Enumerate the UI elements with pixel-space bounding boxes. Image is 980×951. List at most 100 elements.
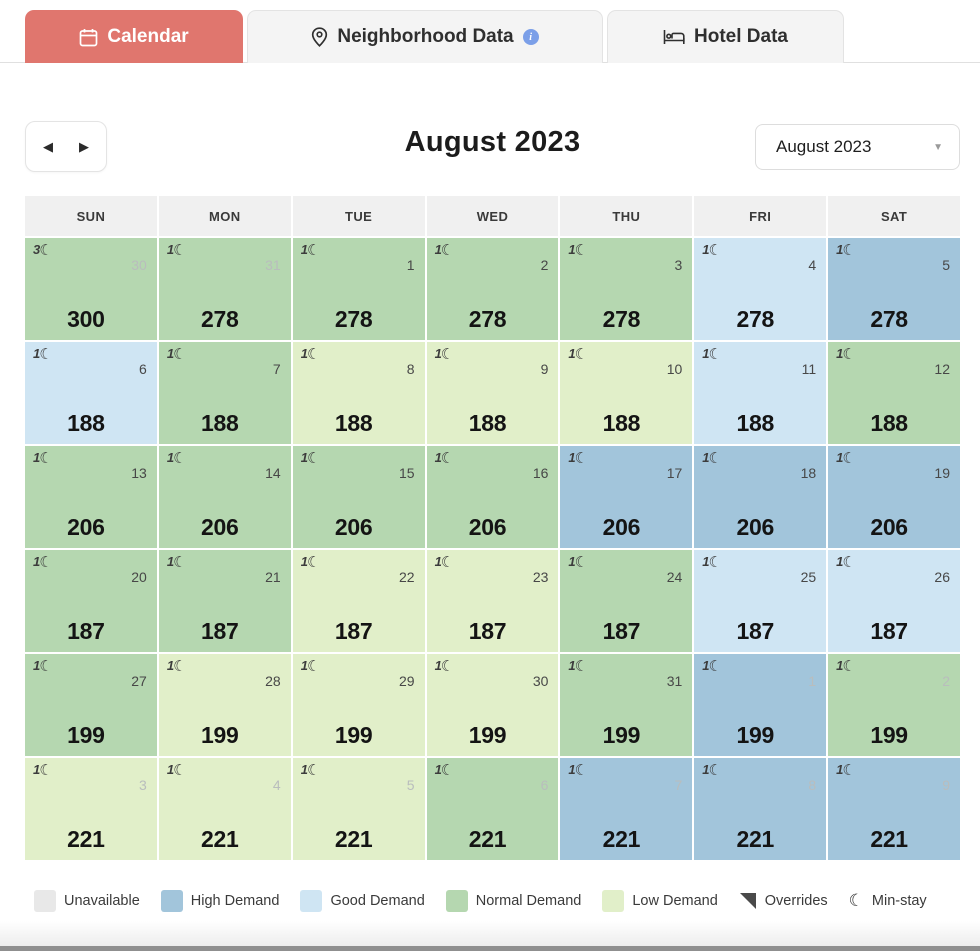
price: 188: [602, 410, 641, 436]
min-stay-badge: 1 ☾: [33, 554, 53, 570]
price: 187: [334, 618, 373, 644]
calendar-day-cell[interactable]: 1 ☾ 13 206: [25, 446, 157, 548]
calendar-day-cell[interactable]: 1 ☾ 17 206: [560, 446, 693, 548]
price: 188: [870, 410, 908, 436]
overrides-icon: [739, 893, 756, 909]
price: 221: [468, 826, 507, 852]
next-month-button[interactable]: ▶: [79, 139, 89, 154]
min-stay-value: 1: [166, 658, 175, 673]
day-header: MON: [158, 196, 291, 236]
day-number: 31: [666, 673, 683, 689]
calendar-day-cell[interactable]: 1 ☾ 14 206: [158, 446, 291, 548]
calendar-day-cell[interactable]: 1 ☾ 11 188: [694, 342, 827, 444]
calendar-day-cell[interactable]: 1 ☾ 10 188: [560, 342, 693, 444]
min-stay-value: 1: [836, 554, 844, 569]
day-number: 6: [139, 361, 147, 377]
calendar-day-cell[interactable]: 1 ☾ 24 187: [560, 550, 693, 652]
month-dropdown[interactable]: August 2023 ▼: [755, 124, 960, 170]
calendar-day-cell[interactable]: 1 ☾ 5 221: [292, 758, 425, 860]
min-stay-badge: 1 ☾: [301, 242, 321, 258]
calendar-day-cell[interactable]: 1 ☾ 26 187: [828, 550, 960, 652]
calendar-day-cell[interactable]: 1 ☾ 1 199: [694, 654, 827, 756]
day-header: SAT: [828, 196, 960, 236]
legend-item-high-demand: High Demand: [160, 890, 280, 912]
calendar-day-cell[interactable]: 1 ☾ 8 188: [292, 342, 425, 444]
calendar-day-cell[interactable]: 1 ☾ 8 221: [694, 758, 827, 860]
min-stay-badge: 1 ☾: [435, 762, 455, 778]
min-stay-icon: ☾: [848, 891, 864, 911]
moon-icon: ☾: [173, 761, 187, 779]
min-stay-badge: 1 ☾: [836, 346, 856, 362]
min-stay-value: 3: [33, 242, 41, 257]
calendar-day-cell[interactable]: 1 ☾ 3 278: [560, 238, 693, 340]
price: 278: [468, 306, 507, 332]
calendar-day-cell[interactable]: 1 ☾ 6 221: [426, 758, 559, 860]
calendar-day-cell[interactable]: 1 ☾ 31 278: [158, 238, 291, 340]
price: 187: [870, 618, 908, 644]
calendar-day-cell[interactable]: 1 ☾ 7 221: [560, 758, 693, 860]
calendar-day-cell[interactable]: 3 ☾ 30 300: [25, 238, 157, 340]
calendar-day-cell[interactable]: 1 ☾ 18 206: [694, 446, 827, 548]
calendar-day-cell[interactable]: 1 ☾ 15 206: [292, 446, 425, 548]
price: 278: [602, 306, 641, 332]
calendar-day-cell[interactable]: 1 ☾ 4 221: [158, 758, 291, 860]
calendar-day-cell[interactable]: 1 ☾ 29 199: [292, 654, 425, 756]
day-number: 16: [532, 465, 549, 481]
calendar-day-cell[interactable]: 1 ☾ 27 199: [25, 654, 157, 756]
calendar-day-cell[interactable]: 1 ☾ 23 187: [426, 550, 559, 652]
calendar-day-cell[interactable]: 1 ☾ 2 199: [828, 654, 960, 756]
calendar-day-cell[interactable]: 1 ☾ 5 278: [828, 238, 960, 340]
price: 199: [201, 722, 239, 748]
moon-icon: ☾: [173, 553, 187, 571]
calendar-day-cell[interactable]: 1 ☾ 2 278: [426, 238, 559, 340]
moon-icon: ☾: [440, 553, 455, 571]
calendar-day-cell[interactable]: 1 ☾ 7 188: [158, 342, 291, 444]
calendar-day-cell[interactable]: 1 ☾ 28 199: [158, 654, 291, 756]
day-number: 13: [131, 465, 147, 481]
day-number: 28: [265, 673, 281, 689]
min-stay-badge: 1 ☾: [301, 658, 321, 674]
tab-neighborhood-data[interactable]: Neighborhood Data i: [247, 10, 603, 63]
calendar-day-cell[interactable]: 1 ☾ 31 199: [560, 654, 693, 756]
price: 206: [602, 514, 641, 540]
calendar-day-cell[interactable]: 1 ☾ 3 221: [25, 758, 157, 860]
min-stay-value: 1: [166, 762, 175, 777]
price: 188: [468, 410, 507, 436]
calendar-day-cell[interactable]: 1 ☾ 9 188: [426, 342, 559, 444]
calendar-day-cell[interactable]: 1 ☾ 20 187: [25, 550, 157, 652]
price: 221: [736, 826, 774, 852]
moon-icon: ☾: [842, 449, 856, 467]
tab-calendar[interactable]: Calendar: [25, 10, 243, 63]
legend-label: High Demand: [190, 893, 280, 909]
day-number: 19: [934, 465, 950, 481]
calendar-day-cell[interactable]: 1 ☾ 9 221: [828, 758, 960, 860]
calendar-day-cell[interactable]: 1 ☾ 4 278: [694, 238, 827, 340]
calendar-day-cell[interactable]: 1 ☾ 12 188: [828, 342, 960, 444]
min-stay-badge: 1 ☾: [702, 762, 722, 778]
calendar-day-cell[interactable]: 1 ☾ 19 206: [828, 446, 960, 548]
min-stay-badge: 1 ☾: [836, 242, 856, 258]
info-icon[interactable]: i: [522, 29, 539, 45]
min-stay-value: 1: [300, 554, 308, 569]
calendar-day-cell[interactable]: 1 ☾ 1 278: [292, 238, 425, 340]
calendar-day-cell[interactable]: 1 ☾ 22 187: [292, 550, 425, 652]
min-stay-value: 1: [33, 658, 41, 673]
bed-icon: [663, 28, 685, 46]
prev-month-button[interactable]: ◀: [43, 139, 53, 154]
day-number: 8: [406, 361, 415, 377]
calendar-day-cell[interactable]: 1 ☾ 21 187: [158, 550, 291, 652]
calendar-day-cell[interactable]: 1 ☾ 30 199: [426, 654, 559, 756]
moon-icon: ☾: [306, 657, 321, 675]
min-stay-value: 1: [568, 762, 576, 777]
calendar-day-cell[interactable]: 1 ☾ 25 187: [694, 550, 827, 652]
min-stay-badge: 1 ☾: [836, 658, 856, 674]
calendar-day-cell[interactable]: 1 ☾ 16 206: [426, 446, 559, 548]
min-stay-value: 1: [166, 450, 175, 465]
min-stay-badge: 1 ☾: [836, 554, 856, 570]
tab-hotel-data[interactable]: Hotel Data: [607, 10, 844, 63]
price: 221: [870, 826, 908, 852]
min-stay-badge: 1 ☾: [33, 762, 53, 778]
calendar-day-cell[interactable]: 1 ☾ 6 188: [25, 342, 157, 444]
moon-icon: ☾: [574, 449, 589, 467]
day-number: 1: [406, 257, 415, 273]
